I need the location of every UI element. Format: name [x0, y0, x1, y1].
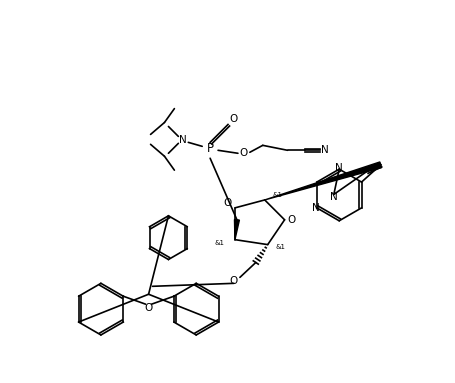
Text: O: O	[239, 148, 248, 158]
Text: &1: &1	[272, 192, 282, 198]
Text: O: O	[223, 198, 231, 208]
Text: O: O	[229, 113, 238, 124]
Text: N: N	[329, 192, 337, 202]
Polygon shape	[234, 219, 239, 240]
Polygon shape	[264, 162, 381, 200]
Text: N: N	[179, 135, 187, 146]
Text: O: O	[229, 277, 238, 286]
Text: O: O	[287, 215, 295, 225]
Text: N: N	[334, 163, 342, 173]
Text: P: P	[206, 142, 213, 155]
Text: N: N	[311, 203, 319, 213]
Text: &1: &1	[275, 244, 285, 250]
Text: O: O	[144, 303, 152, 313]
Text: &1: &1	[213, 240, 223, 246]
Text: N: N	[321, 145, 329, 155]
